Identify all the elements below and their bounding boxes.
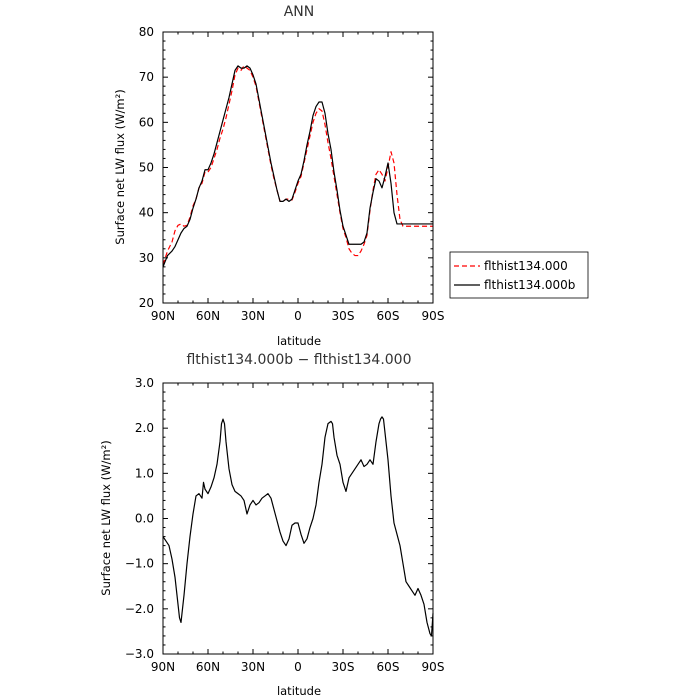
y-tick-label: −2.0: [125, 602, 154, 616]
x-tick-label: 30N: [241, 309, 265, 323]
y-tick-label: 50: [139, 161, 154, 175]
series-lines: [162, 65, 433, 268]
y-tick-label: 0.0: [135, 512, 154, 526]
legend: flthist134.000 flthist134.000b: [449, 251, 589, 299]
x-tick-label: 90S: [422, 309, 445, 323]
y-axis-label: Surface net LW flux (W/m²): [113, 89, 127, 244]
y-tick-labels: 20 30 40 50 60 70 80: [139, 25, 154, 310]
chart-title-difference: flthist134.000b − flthist134.000: [186, 352, 411, 368]
series-line-dashed: [162, 65, 433, 265]
y-tick-label: 70: [139, 70, 154, 84]
y-axis-label: Surface net LW flux (W/m²): [99, 440, 113, 595]
tick-marks: [162, 382, 434, 655]
y-tick-label: 2.0: [135, 421, 154, 435]
x-tick-label: 30S: [332, 660, 355, 674]
y-tick-label: 80: [139, 25, 154, 39]
x-tick-labels: 90N 60N 30N 0 30S 60S 90S: [151, 309, 445, 323]
x-tick-labels: 90N 60N 30N 0 30S 60S 90S: [151, 660, 445, 674]
x-tick-label: 60S: [377, 309, 400, 323]
series-line-solid: [162, 416, 434, 637]
y-tick-label: −3.0: [125, 647, 154, 661]
x-tick-label: 90N: [151, 309, 175, 323]
panel-difference: flthist134.000b − flthist134.000 −3.0 −2.…: [99, 352, 444, 698]
x-tick-label: 60S: [377, 660, 400, 674]
x-tick-label: 90N: [151, 660, 175, 674]
x-tick-label: 90S: [422, 660, 445, 674]
y-tick-label: 60: [139, 115, 154, 129]
chart-title: ANN: [284, 4, 315, 20]
legend-label-1: flthist134.000: [484, 259, 568, 273]
y-tick-labels: −3.0 −2.0 −1.0 0.0 1.0 2.0 3.0: [125, 376, 154, 661]
x-axis-label: latitude: [277, 334, 321, 348]
plot-frame: [162, 31, 434, 304]
y-tick-label: 1.0: [135, 466, 154, 480]
plot-frame: [162, 382, 434, 655]
x-tick-label: 30S: [332, 309, 355, 323]
tick-marks: [162, 31, 434, 304]
y-tick-label: 3.0: [135, 376, 154, 390]
series-line-solid: [162, 65, 433, 268]
series-lines: [162, 416, 434, 637]
x-tick-label: 0: [294, 660, 302, 674]
x-tick-label: 30N: [241, 660, 265, 674]
panel-mean-flux: ANN 20 30 40 50 60 70 80 90N 60N 30N 0 30S 60S 90S l…: [113, 4, 444, 348]
y-tick-label: 40: [139, 206, 154, 220]
legend-box: [449, 251, 589, 299]
y-tick-label: −1.0: [125, 557, 154, 571]
x-tick-label: 60N: [196, 660, 220, 674]
y-tick-label: 30: [139, 251, 154, 265]
x-tick-label: 0: [294, 309, 302, 323]
x-axis-label: latitude: [277, 684, 321, 698]
legend-label-2: flthist134.000b: [484, 278, 575, 292]
y-tick-label: 20: [139, 296, 154, 310]
x-tick-label: 60N: [196, 309, 220, 323]
